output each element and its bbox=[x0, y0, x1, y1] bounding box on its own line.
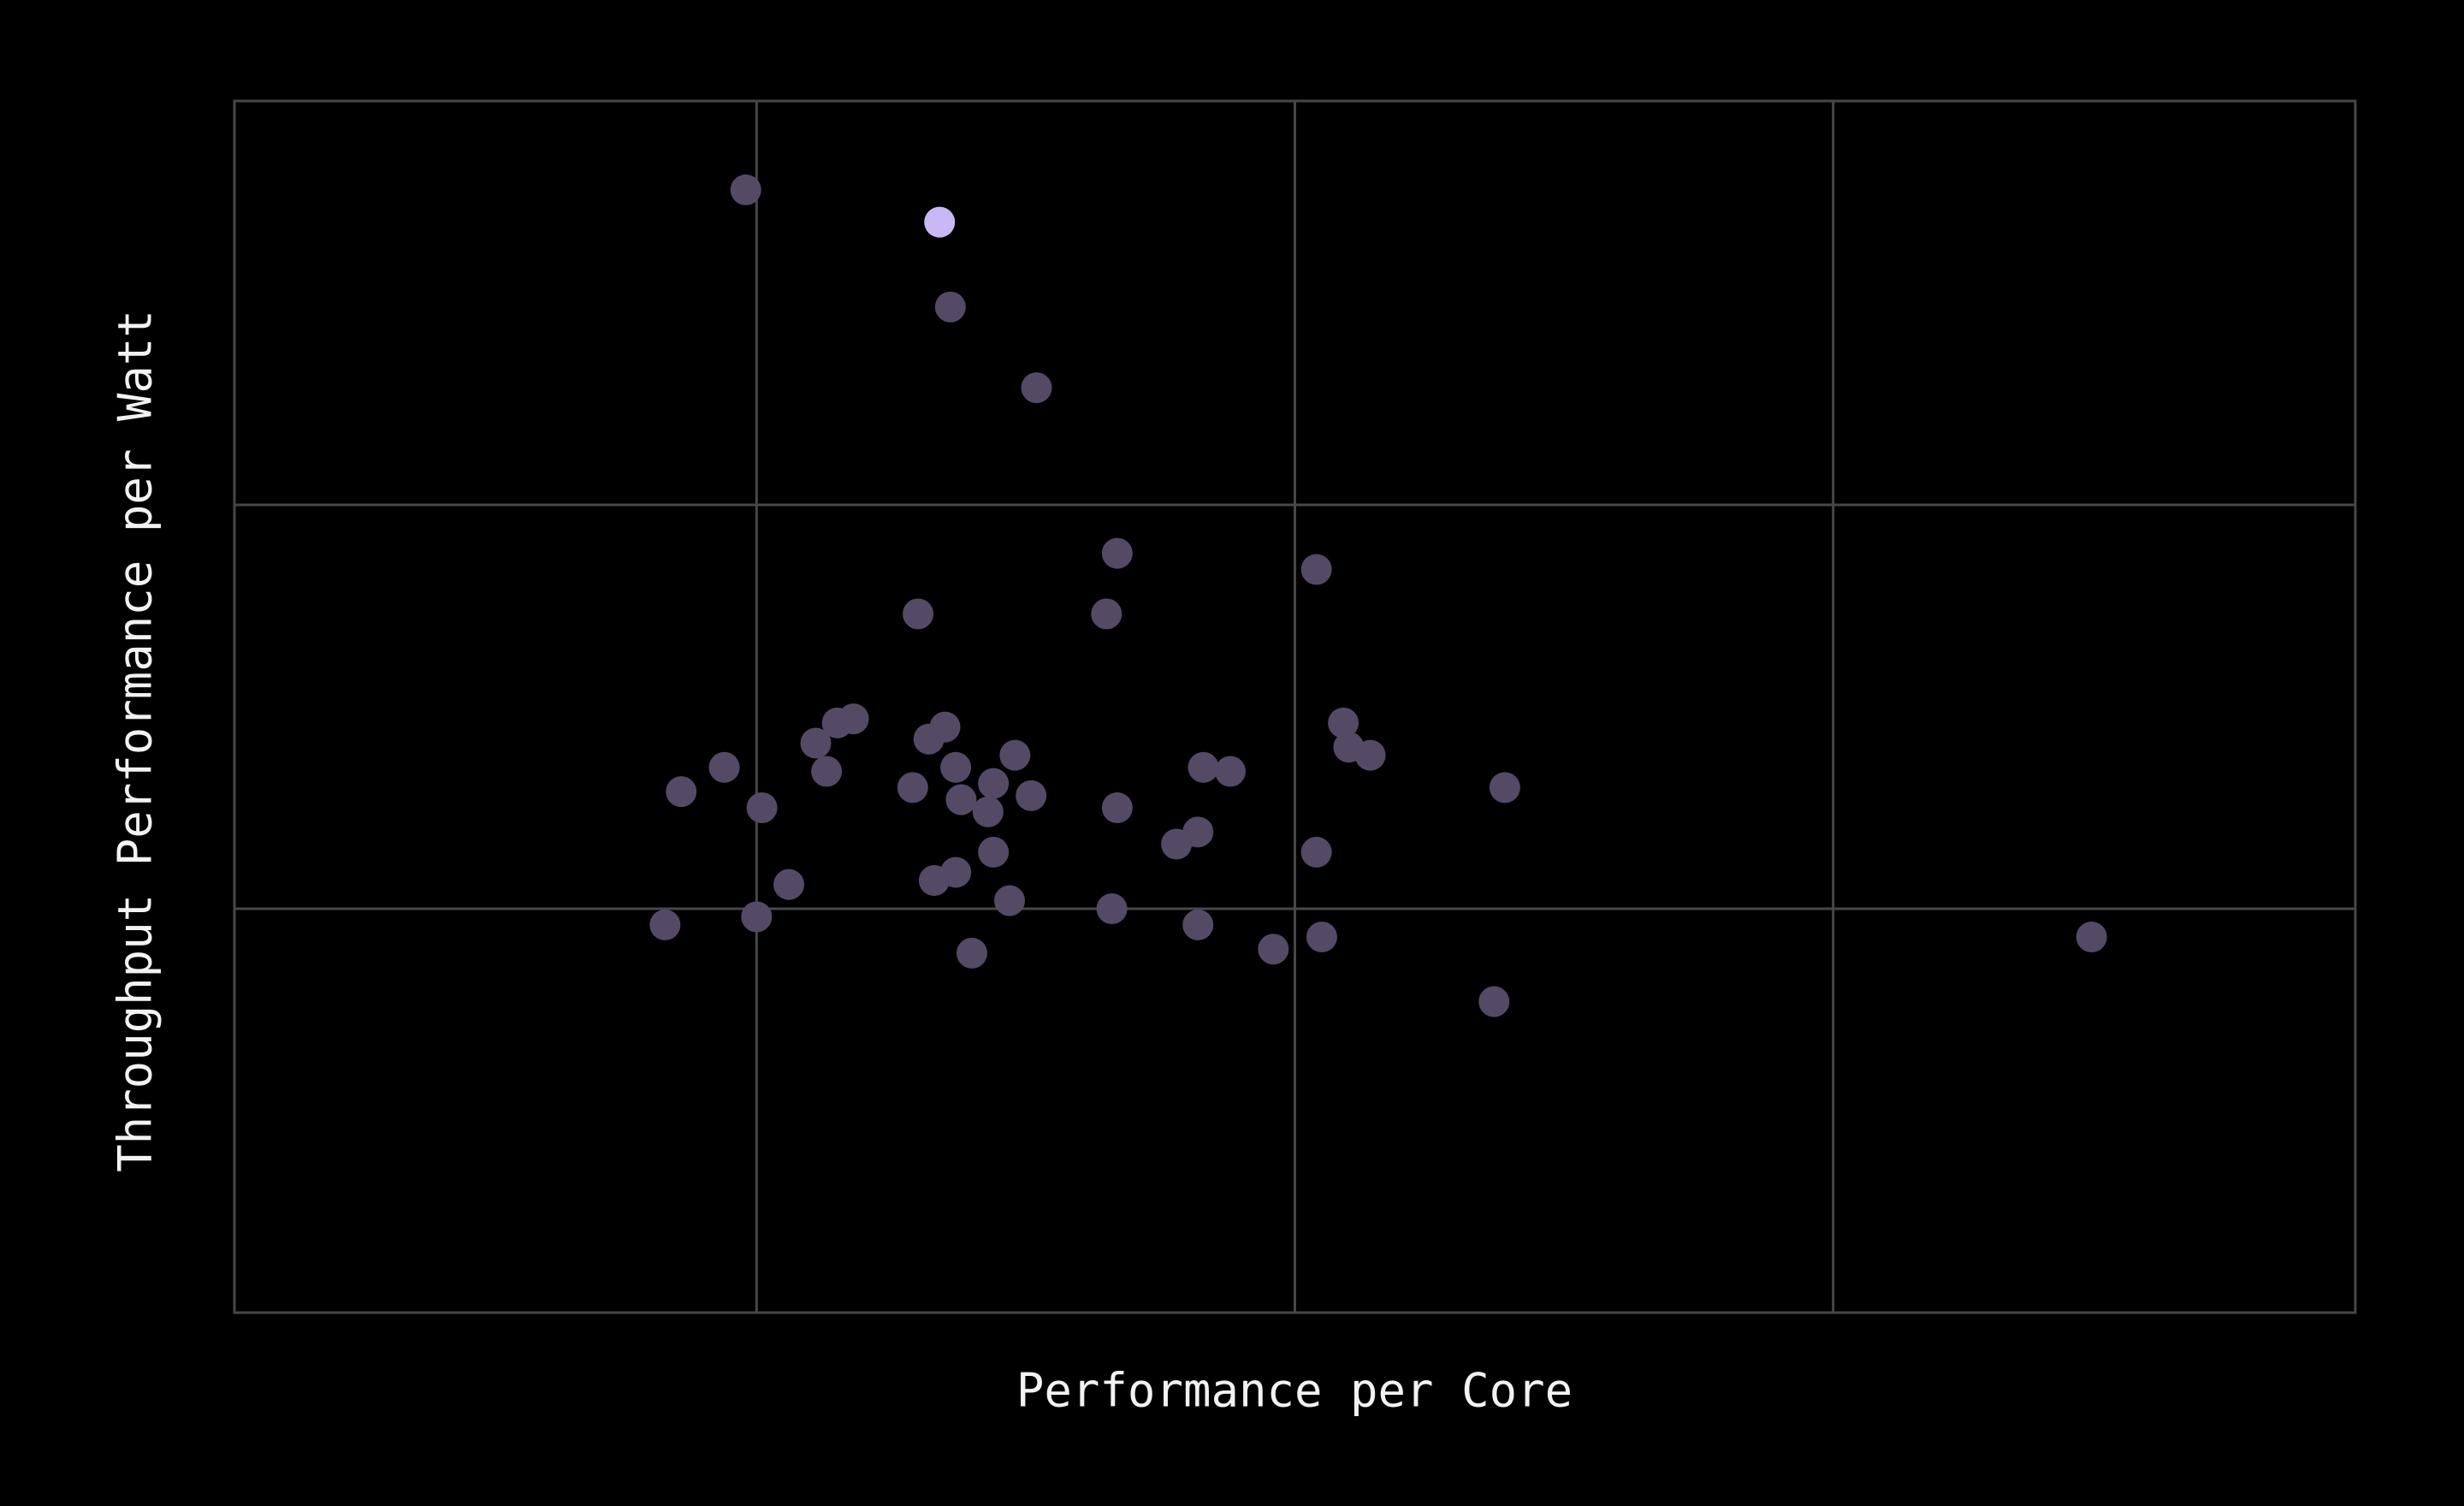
scatter-point bbox=[972, 796, 1004, 827]
scatter-point bbox=[1021, 372, 1052, 404]
scatter-point bbox=[1258, 934, 1289, 965]
scatter-point bbox=[994, 885, 1026, 916]
scatter-point bbox=[773, 869, 805, 900]
scatter-point bbox=[800, 727, 832, 759]
scatter-point bbox=[978, 768, 1010, 799]
scatter-point bbox=[1188, 751, 1219, 783]
scatter-point bbox=[1214, 756, 1246, 787]
scatter-point bbox=[897, 772, 928, 803]
scatter-point bbox=[730, 174, 761, 205]
scatter-point bbox=[1328, 707, 1359, 738]
scatter-point bbox=[666, 776, 697, 808]
scatter-point bbox=[1182, 909, 1214, 940]
scatter-point bbox=[934, 291, 966, 323]
scatter-point bbox=[913, 723, 945, 755]
scatter-point bbox=[1300, 554, 1332, 585]
scatter-point bbox=[1489, 772, 1520, 803]
scatter-point bbox=[940, 857, 972, 888]
scatter-point bbox=[978, 836, 1010, 868]
scatter-point bbox=[1091, 598, 1122, 630]
scatter-point bbox=[945, 784, 977, 815]
scatter-point bbox=[1101, 792, 1133, 823]
scatter-point bbox=[924, 206, 956, 238]
scatter-point bbox=[1478, 986, 1510, 1017]
scatter-point bbox=[708, 751, 740, 783]
scatter-point bbox=[1096, 893, 1128, 924]
scatter-point bbox=[1016, 780, 1047, 811]
y-axis-label: Throughput Performance per Watt bbox=[109, 310, 163, 1172]
scatter-point bbox=[741, 901, 773, 933]
scatter-point bbox=[649, 909, 681, 940]
scatter-point bbox=[1306, 922, 1337, 953]
scatter-point bbox=[940, 751, 972, 783]
scatter-point bbox=[903, 598, 934, 630]
scatter-point bbox=[1101, 537, 1133, 569]
scatter-point bbox=[821, 707, 853, 738]
scatter-point bbox=[2076, 922, 2107, 953]
scatter-point bbox=[1161, 828, 1193, 860]
scatter-point bbox=[956, 937, 987, 969]
scatter-point bbox=[811, 756, 843, 787]
scatter-point bbox=[999, 739, 1031, 771]
scatter-point bbox=[1300, 836, 1332, 868]
x-axis-label: Performance per Core bbox=[1016, 1364, 1573, 1418]
scatter-point bbox=[746, 792, 778, 823]
scatter-point bbox=[1354, 739, 1386, 771]
